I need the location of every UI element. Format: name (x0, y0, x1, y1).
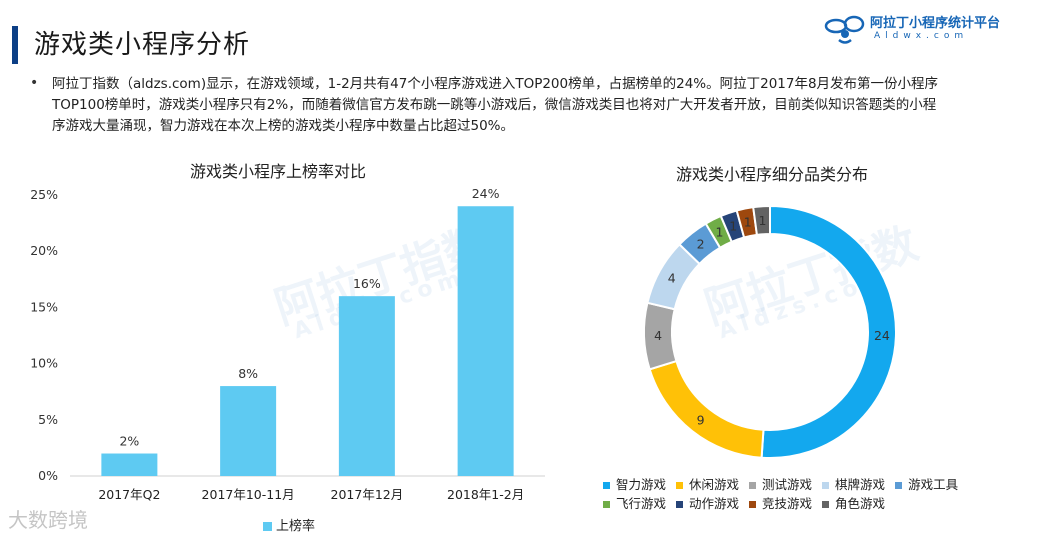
legend-swatch (263, 522, 272, 531)
donut-slice (648, 359, 765, 459)
data-label: 8% (238, 366, 258, 381)
description-paragraph: 阿拉丁指数（aldzs.com)显示，在游戏领域，1-2月共有47个小程序游戏进… (52, 76, 939, 134)
slice-value-label: 1 (716, 225, 724, 240)
legend-label: 动作游戏 (689, 496, 740, 511)
donut-slice (752, 204, 771, 236)
footer-watermark: 大数跨境 (8, 508, 88, 532)
slice-value-label: 4 (654, 328, 662, 343)
y-tick-label: 0% (38, 468, 58, 483)
legend-swatch (895, 482, 903, 489)
donut-chart-title: 游戏类小程序细分品类分布 (676, 165, 869, 184)
legend-item: 休闲游戏 (676, 474, 739, 493)
legend-item: 飞行游戏 (603, 493, 666, 512)
slice-value-label: 4 (668, 271, 676, 286)
slice-value-label: 1 (744, 215, 752, 230)
legend-swatch (749, 501, 757, 508)
slice-value-label: 24 (874, 328, 890, 343)
legend-label: 上榜率 (276, 519, 316, 534)
legend-swatch (676, 482, 684, 489)
y-tick-label: 25% (30, 187, 58, 202)
legend-label: 智力游戏 (616, 477, 667, 492)
bullet-dot: • (30, 75, 39, 91)
legend-item: 竞技游戏 (749, 493, 812, 512)
bar (220, 386, 277, 476)
legend-label: 角色游戏 (835, 496, 886, 511)
bar (101, 453, 158, 476)
y-tick-label: 20% (30, 243, 58, 258)
legend-item: 智力游戏 (603, 474, 666, 493)
brand-url: Aldwx.com (874, 31, 969, 41)
data-label: 24% (472, 186, 500, 201)
legend-item: 角色游戏 (822, 493, 885, 512)
slice-value-label: 9 (697, 412, 705, 427)
legend-swatch (676, 501, 684, 508)
y-tick-label: 5% (38, 412, 58, 427)
brand: 阿拉丁小程序统计平台 Aldwx.com (824, 10, 1024, 46)
legend-swatch (603, 482, 610, 489)
donut-legend-row: 智力游戏 休闲游戏 测试游戏 棋牌游戏 游戏工具 (603, 474, 968, 493)
bar-legend: 上榜率 (263, 515, 315, 534)
legend-swatch (603, 501, 610, 508)
legend-item: 测试游戏 (749, 474, 812, 493)
slice-value-label: 1 (729, 219, 737, 234)
page-title: 游戏类小程序分析 (34, 30, 251, 60)
data-label: 16% (353, 276, 381, 291)
legend-label: 休闲游戏 (689, 477, 740, 492)
legend-swatch (822, 482, 830, 489)
bar-chart-title: 游戏类小程序上榜率对比 (190, 162, 367, 181)
donut-slice (760, 204, 897, 459)
slice-value-label: 2 (697, 237, 705, 252)
legend-label: 棋牌游戏 (835, 477, 886, 492)
title-accent-bar (12, 26, 18, 64)
brand-name: 阿拉丁小程序统计平台 (870, 16, 1001, 31)
bar (457, 206, 514, 477)
slice-value-label: 1 (759, 213, 767, 228)
legend-label: 飞行游戏 (616, 496, 667, 511)
legend-swatch (822, 501, 830, 508)
legend-item: 棋牌游戏 (822, 474, 885, 493)
legend-item: 动作游戏 (676, 493, 739, 512)
bar (338, 296, 395, 476)
legend-label: 测试游戏 (762, 477, 813, 492)
x-tick-label: 2017年10-11月 (202, 487, 295, 502)
data-label: 2% (119, 434, 139, 449)
y-tick-label: 10% (30, 356, 58, 371)
aladdin-logo-icon (824, 15, 865, 44)
legend-label: 游戏工具 (908, 477, 959, 492)
legend-swatch (749, 482, 757, 489)
x-tick-label: 2017年Q2 (98, 487, 160, 502)
y-tick-label: 15% (30, 299, 58, 314)
donut-legend-row: 飞行游戏 动作游戏 竞技游戏 角色游戏 (603, 493, 895, 512)
x-tick-label: 2017年12月 (331, 487, 404, 502)
legend-label: 竞技游戏 (762, 496, 813, 511)
bar-chart: 0% 5% 10% 15% 20% 25% 2% 2017年Q2 8% 2017年10-11月 16… (30, 186, 545, 502)
legend-item: 游戏工具 (895, 474, 958, 493)
x-tick-label: 2018年1-2月 (447, 487, 524, 502)
